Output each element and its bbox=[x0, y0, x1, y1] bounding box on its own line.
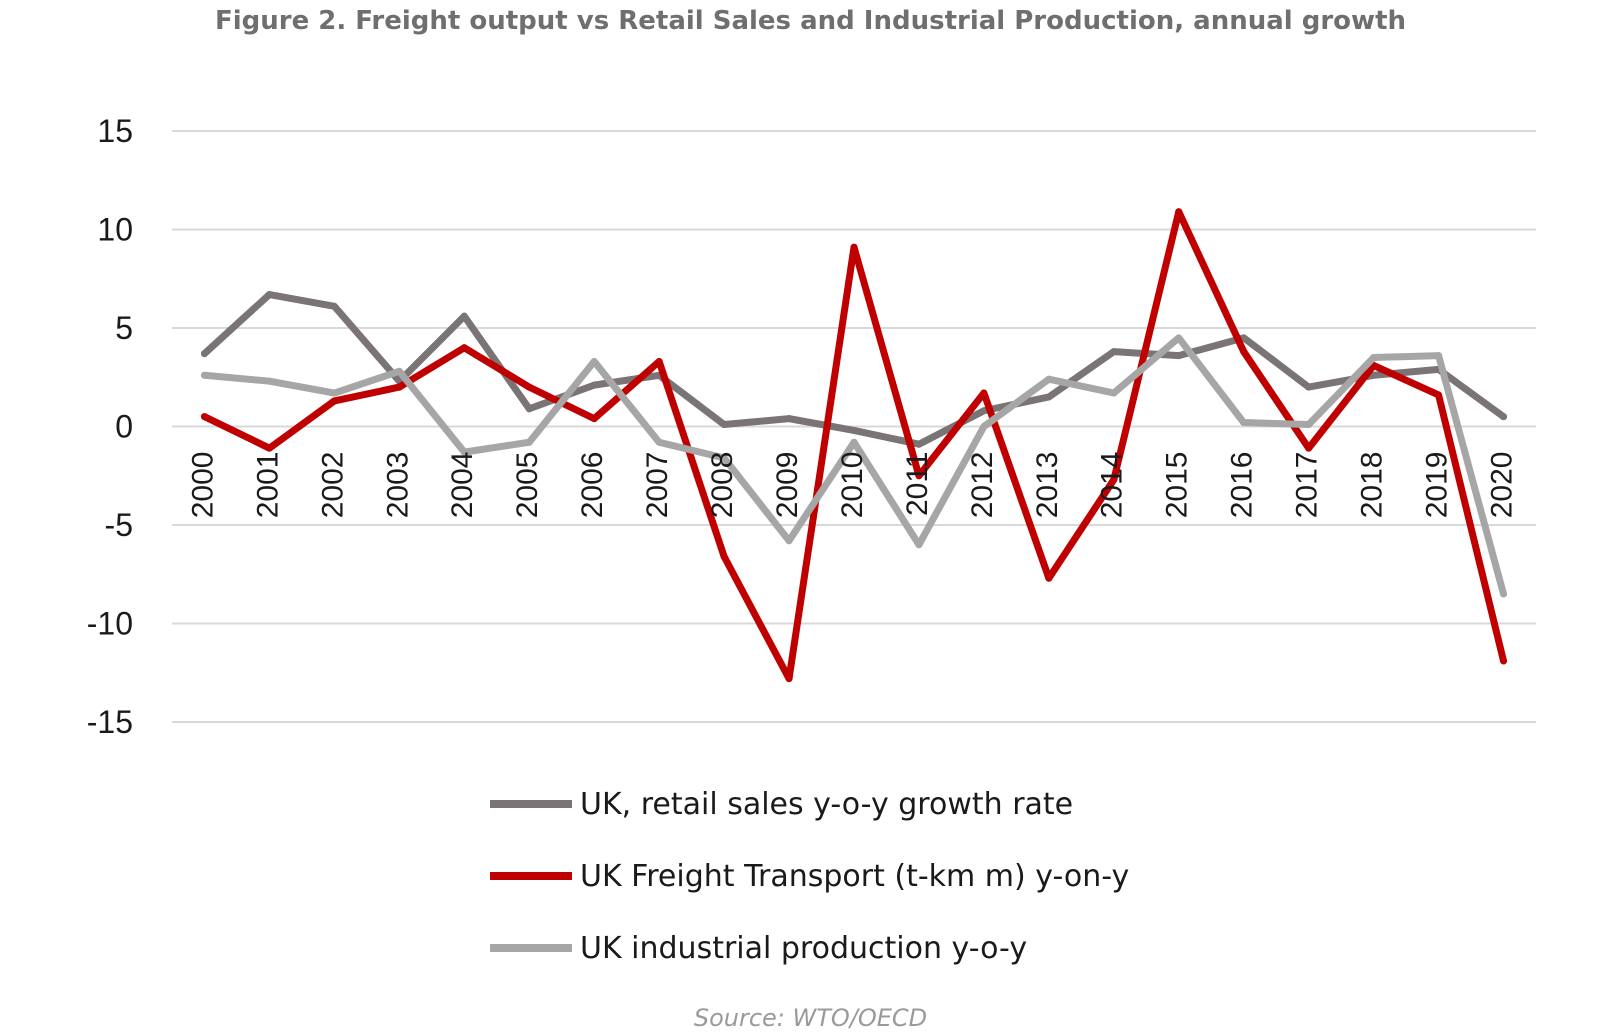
data-point bbox=[785, 675, 793, 683]
data-point bbox=[720, 454, 728, 462]
y-tick-label: 10 bbox=[97, 212, 133, 248]
data-point bbox=[460, 344, 468, 352]
y-tick-label: -15 bbox=[87, 704, 133, 740]
x-category-label: 2000 bbox=[186, 452, 219, 519]
legend: UK, retail sales y-o-y growth rate UK Fre… bbox=[490, 787, 1129, 966]
data-point bbox=[1110, 476, 1118, 484]
y-tick-label: -10 bbox=[87, 606, 133, 642]
legend-label: UK industrial production y-o-y bbox=[580, 931, 1027, 966]
data-point bbox=[330, 302, 338, 310]
x-category-label: 2005 bbox=[511, 452, 544, 519]
data-point bbox=[1240, 419, 1248, 427]
data-point bbox=[525, 405, 533, 413]
data-point bbox=[330, 389, 338, 397]
data-point bbox=[720, 553, 728, 561]
data-point bbox=[590, 381, 598, 389]
data-point bbox=[850, 438, 858, 446]
data-point bbox=[720, 421, 728, 429]
data-point bbox=[915, 541, 923, 549]
data-point bbox=[330, 397, 338, 405]
data-point bbox=[200, 350, 208, 358]
data-point bbox=[460, 448, 468, 456]
data-point bbox=[850, 243, 858, 251]
legend-label: UK Freight Transport (t-km m) y-on-y bbox=[580, 859, 1129, 894]
gridlines bbox=[172, 130, 1536, 723]
data-point bbox=[265, 291, 273, 299]
y-tick-label: 5 bbox=[115, 310, 133, 346]
data-point bbox=[980, 389, 988, 397]
x-category-label: 2009 bbox=[771, 452, 804, 519]
data-point bbox=[1500, 413, 1508, 421]
x-category-label: 2004 bbox=[446, 452, 479, 519]
data-point bbox=[785, 537, 793, 545]
legend-label: UK, retail sales y-o-y growth rate bbox=[580, 787, 1073, 822]
x-category-label: 2003 bbox=[381, 452, 414, 519]
data-point bbox=[200, 371, 208, 379]
source-note: Source: WTO/OECD bbox=[693, 1004, 928, 1032]
chart-title: Figure 2. Freight output vs Retail Sales… bbox=[214, 6, 1407, 36]
data-point bbox=[1175, 352, 1183, 360]
data-point bbox=[1370, 371, 1378, 379]
x-category-label: 2014 bbox=[1096, 452, 1129, 519]
data-point bbox=[1305, 444, 1313, 452]
data-point bbox=[1500, 657, 1508, 665]
y-tick-label: -5 bbox=[105, 507, 133, 543]
x-category-label: 2018 bbox=[1356, 452, 1389, 519]
data-point bbox=[1175, 334, 1183, 342]
data-point bbox=[1110, 348, 1118, 356]
data-point bbox=[525, 383, 533, 391]
data-point bbox=[1500, 590, 1508, 598]
data-point bbox=[1240, 348, 1248, 356]
data-point bbox=[1435, 391, 1443, 399]
data-point bbox=[200, 413, 208, 421]
y-axis-tick-labels: 15 10 5 0 -5 -10 -15 bbox=[87, 113, 133, 740]
x-category-label: 2008 bbox=[706, 452, 739, 519]
data-point bbox=[1435, 352, 1443, 360]
x-category-label: 2017 bbox=[1291, 452, 1324, 519]
x-category-label: 2013 bbox=[1031, 452, 1064, 519]
x-category-label: 2007 bbox=[641, 452, 674, 519]
data-point bbox=[1175, 208, 1183, 216]
x-category-label: 2019 bbox=[1420, 452, 1453, 519]
x-category-label: 2006 bbox=[576, 452, 609, 519]
series-lines bbox=[200, 208, 1508, 683]
x-category-label: 2002 bbox=[316, 452, 349, 519]
data-point bbox=[265, 444, 273, 452]
data-point bbox=[460, 312, 468, 320]
x-category-label: 2010 bbox=[836, 452, 869, 519]
data-point bbox=[590, 415, 598, 423]
data-point bbox=[850, 426, 858, 434]
data-point bbox=[1045, 393, 1053, 401]
data-point bbox=[1305, 383, 1313, 391]
data-point bbox=[265, 377, 273, 385]
data-point bbox=[980, 407, 988, 415]
x-axis-category-labels: 2000 2001 2002 2003 2004 2005 2006 2007 2008 2009… bbox=[186, 452, 1518, 519]
data-point bbox=[980, 423, 988, 430]
data-point bbox=[1045, 574, 1053, 582]
data-point bbox=[655, 357, 663, 365]
x-category-label: 2011 bbox=[901, 452, 934, 517]
data-point bbox=[1110, 389, 1118, 397]
y-tick-label: 15 bbox=[97, 113, 133, 149]
x-category-label: 2016 bbox=[1226, 452, 1259, 519]
x-category-label: 2001 bbox=[251, 452, 284, 519]
data-point bbox=[655, 438, 663, 446]
data-point bbox=[1370, 354, 1378, 362]
y-tick-label: 0 bbox=[115, 409, 133, 445]
x-category-label: 2012 bbox=[966, 452, 999, 519]
data-point bbox=[1045, 375, 1053, 383]
data-point bbox=[1305, 421, 1313, 429]
data-point bbox=[915, 472, 923, 480]
data-point bbox=[395, 383, 403, 391]
x-category-label: 2015 bbox=[1161, 452, 1194, 519]
data-point bbox=[590, 357, 598, 365]
x-category-label: 2020 bbox=[1485, 452, 1518, 519]
data-point bbox=[915, 440, 923, 448]
data-point bbox=[395, 367, 403, 375]
data-point bbox=[785, 415, 793, 423]
data-point bbox=[525, 438, 533, 446]
